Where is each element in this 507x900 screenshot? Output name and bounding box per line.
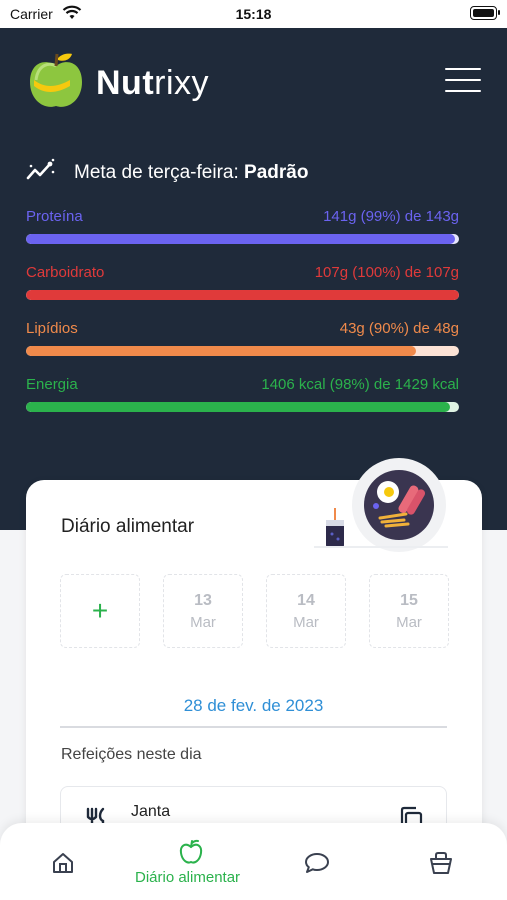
goal-prefix: Meta de terça-feira: (74, 162, 239, 183)
macro-fat: Lipídios 43g (90%) de 48g (26, 320, 459, 356)
macro-label: Energia (26, 376, 78, 393)
tab-food-diary[interactable]: Diário alimentar (128, 823, 254, 900)
trend-icon (26, 158, 56, 188)
macro-label: Lipídios (26, 320, 78, 337)
menu-line (445, 90, 481, 92)
fork-knife-icon (83, 807, 109, 838)
header: Nutrixy Meta de terça-feira: Padrão Prot… (0, 28, 507, 530)
bottom-tab-bar: Diário alimentar (0, 823, 507, 900)
tab-label: Diário alimentar (135, 869, 241, 886)
plate-illustration-icon (352, 458, 446, 552)
day-chip[interactable]: 13 Mar (163, 574, 243, 648)
macro-carbs: Carboidrato 107g (100%) de 107g (26, 264, 459, 300)
macro-progress-fill (26, 346, 416, 356)
chat-icon (305, 853, 329, 873)
day-chip[interactable]: 15 Mar (369, 574, 449, 648)
plus-icon: + (91, 595, 109, 626)
battery-icon (470, 6, 500, 20)
date-selector: + 13 Mar 14 Mar 15 Mar (60, 574, 472, 648)
macro-energy: Energia 1406 kcal (98%) de 1429 kcal (26, 376, 459, 412)
day-month: Mar (293, 613, 319, 631)
menu-line (445, 79, 481, 81)
add-day-button[interactable]: + (60, 574, 140, 648)
macro-progress-bar (26, 234, 459, 244)
macro-summary: 1406 kcal (98%) de 1429 kcal (261, 376, 459, 393)
macro-progress-fill (26, 402, 451, 412)
status-bar: Carrier 15:18 (0, 0, 507, 28)
macro-summary: 43g (90%) de 48g (339, 320, 459, 337)
meals-section-label: Refeições neste dia (61, 746, 202, 763)
tab-home[interactable] (20, 823, 106, 900)
carrier-label: Carrier (10, 6, 53, 22)
app-wordmark: Nutrixy (96, 64, 209, 103)
wifi-icon (62, 5, 82, 24)
day-number: 13 (194, 591, 212, 609)
app-name-bold: Nut (96, 64, 155, 102)
hamburger-menu-button[interactable] (445, 68, 481, 94)
macro-progress-bar (26, 346, 459, 356)
macro-summary: 141g (99%) de 143g (323, 208, 459, 225)
macro-progress-bar (26, 290, 459, 300)
drink-illustration-icon (324, 508, 346, 553)
card-title: Diário alimentar (61, 516, 195, 537)
clock: 15:18 (235, 6, 272, 22)
tab-chat[interactable] (274, 823, 360, 900)
menu-line (445, 68, 481, 70)
day-month: Mar (190, 613, 216, 631)
day-chip[interactable]: 14 Mar (266, 574, 346, 648)
apple-icon (179, 839, 203, 864)
macro-progress-bar (26, 402, 459, 412)
day-number: 15 (400, 591, 418, 609)
goal-text: Meta de terça-feira: Padrão (74, 162, 308, 184)
app-logo[interactable]: Nutrixy (26, 50, 209, 117)
app-name-light: rixy (154, 64, 210, 102)
divider (314, 546, 448, 548)
goal-plan: Padrão (244, 162, 309, 183)
macro-progress-fill (26, 234, 455, 244)
selected-date-field[interactable]: 28 de fev. de 2023 (60, 686, 447, 728)
macro-label: Proteína (26, 208, 83, 225)
basket-icon (430, 852, 452, 874)
macro-summary: 107g (100%) de 107g (314, 264, 459, 281)
macro-label: Carboidrato (26, 264, 105, 281)
day-number: 14 (297, 591, 315, 609)
macro-protein: Proteína 141g (99%) de 143g (26, 208, 459, 244)
day-month: Mar (396, 613, 422, 631)
home-icon (53, 853, 73, 873)
apple-logo-icon (26, 50, 86, 117)
macro-progress-fill (26, 290, 459, 300)
meal-name: Janta (131, 803, 171, 820)
daily-goal: Meta de terça-feira: Padrão (26, 158, 308, 188)
tab-basket[interactable] (398, 823, 484, 900)
